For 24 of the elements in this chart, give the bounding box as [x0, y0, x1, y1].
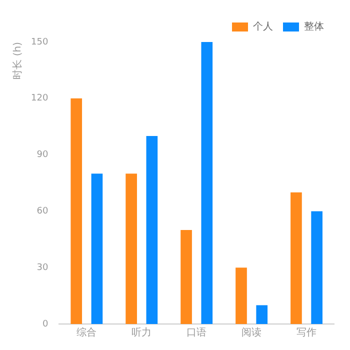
y-tick-label: 60 — [36, 206, 48, 217]
x-tick-label: 口语 — [186, 326, 207, 339]
bar — [290, 192, 302, 324]
bar — [256, 305, 268, 324]
legend-label: 整体 — [304, 20, 324, 33]
legend-label: 个人 — [253, 20, 273, 33]
bar — [91, 174, 103, 324]
x-tick-label: 阅读 — [242, 326, 262, 339]
bar — [180, 230, 192, 324]
y-tick-label: 30 — [36, 262, 48, 273]
bar — [146, 136, 158, 324]
y-tick-label: 90 — [36, 150, 48, 160]
bar — [236, 268, 247, 324]
y-tick-label: 0 — [42, 319, 48, 330]
y-tick-label: 150 — [30, 37, 48, 48]
x-tick-label: 写作 — [296, 328, 317, 339]
y-tick-label: 120 — [30, 94, 48, 104]
bar — [311, 211, 322, 324]
bar — [70, 98, 82, 324]
x-tick-label: 听力 — [132, 326, 152, 339]
x-tick-label: 综合 — [76, 326, 97, 339]
bar — [126, 174, 137, 324]
bar — [201, 42, 213, 324]
y-axis-title: 时长 (h) — [12, 42, 24, 80]
